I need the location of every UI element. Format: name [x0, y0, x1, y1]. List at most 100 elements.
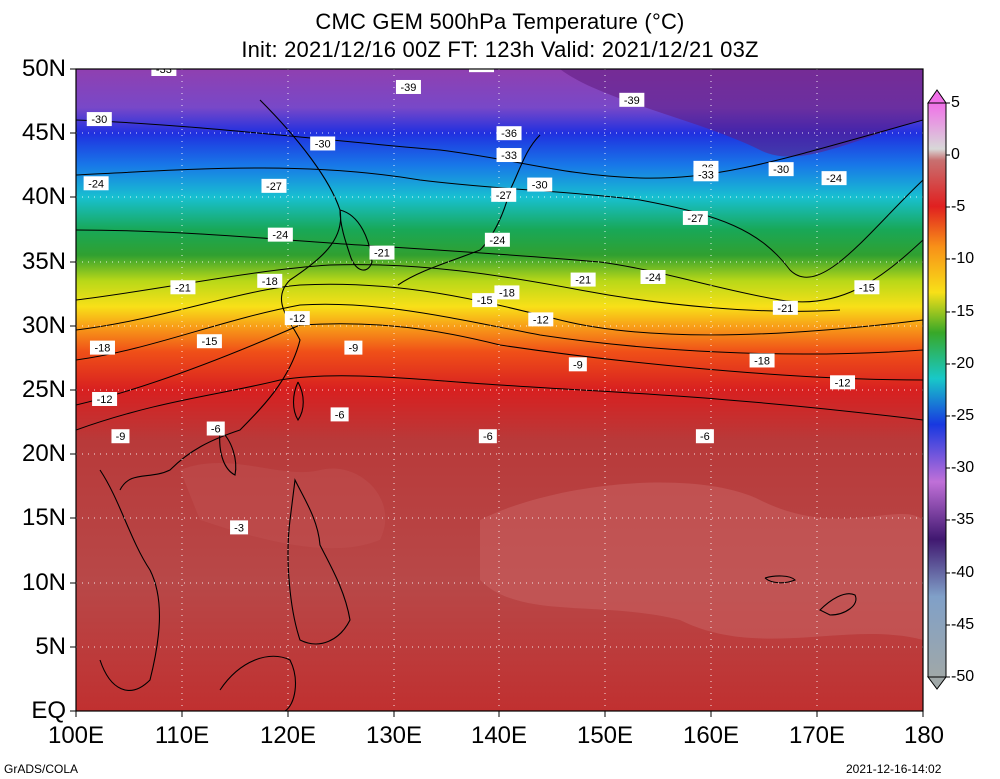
svg-text:-24: -24: [489, 235, 505, 247]
colorbar: [927, 89, 950, 690]
colorbar-label: -15: [951, 303, 975, 320]
lat-label: 15N: [21, 504, 66, 531]
contour-label: -18: [89, 340, 115, 355]
lat-label: 30N: [21, 312, 66, 339]
contour-label: -6: [695, 429, 714, 444]
svg-text:-9: -9: [573, 359, 583, 371]
lat-label: 35N: [21, 248, 66, 275]
contour-label: -21: [170, 280, 196, 295]
svg-text:-18: -18: [754, 355, 770, 367]
colorbar-label: 0: [951, 146, 960, 163]
contour-line: [76, 375, 923, 431]
svg-text:-12: -12: [835, 377, 851, 389]
contour-label: -24: [640, 270, 666, 285]
lon-label: 100E: [47, 722, 105, 749]
svg-text:-6: -6: [483, 431, 493, 443]
footer-credit: GrADS/COLA: [4, 762, 79, 776]
coastline-china: [119, 99, 342, 491]
contour-label: -42: [469, 60, 495, 72]
svg-text:-18: -18: [499, 287, 515, 299]
svg-text:-27: -27: [266, 181, 282, 193]
lon-label: 160E: [682, 722, 740, 749]
lat-label: 20N: [21, 440, 66, 467]
lon-label: 110E: [154, 722, 210, 749]
svg-text:-24: -24: [272, 230, 288, 242]
contour-line: [76, 283, 923, 336]
colorbar-body: [927, 102, 947, 678]
lat-label: 45N: [21, 119, 66, 146]
svg-text:-42: -42: [474, 60, 490, 72]
contour-label: -18: [749, 353, 775, 368]
coastline-japan: [397, 134, 541, 286]
contour-label: -18: [257, 273, 283, 288]
contour-label: -24: [83, 176, 109, 191]
lat-label: 5N: [35, 633, 66, 660]
colorbar-label: -10: [951, 250, 975, 267]
lon-label: 170E: [788, 722, 846, 749]
lat-label: EQ: [31, 697, 66, 724]
svg-text:-15: -15: [201, 336, 217, 348]
contour-label: -21: [369, 245, 395, 260]
svg-text:-18: -18: [95, 343, 111, 355]
contour-label: -27: [491, 187, 517, 202]
lon-label: 140E: [470, 722, 528, 749]
coastline-korea: [339, 209, 373, 271]
contour-label: -6: [330, 407, 349, 422]
contour-line: [76, 119, 923, 179]
contour-label: -39: [619, 92, 645, 107]
coastline-borneo: [219, 655, 296, 711]
contour-label: -15: [472, 293, 498, 308]
lon-label: 120E: [259, 722, 317, 749]
contour-label: -3: [230, 520, 249, 535]
lat-label: 10N: [21, 569, 66, 596]
contour-label: -12: [528, 312, 554, 327]
contour-label: -33: [151, 64, 177, 76]
svg-text:-24: -24: [88, 178, 104, 190]
contour-label: -9: [568, 357, 587, 372]
svg-text:-30: -30: [532, 180, 548, 192]
svg-text:-27: -27: [687, 213, 703, 225]
contour-label: -12: [830, 375, 856, 390]
svg-text:-21: -21: [575, 275, 591, 287]
lat-label: 25N: [21, 376, 66, 403]
coastline-philippines: [287, 478, 351, 645]
colorbar-label: -20: [951, 355, 975, 372]
colorbar-label: -30: [951, 459, 975, 476]
svg-text:-12: -12: [97, 394, 113, 406]
contour-label: -21: [570, 272, 596, 287]
contour-label: -30: [768, 162, 794, 177]
contour-label: -24: [267, 227, 293, 242]
contour-labels: -33-42-39-39-30-36-30-33-36-33-30-24-27-…: [83, 60, 880, 535]
lon-label: 130E: [365, 722, 423, 749]
colorbar-label: 5: [951, 94, 960, 111]
contour-label: -6: [478, 429, 497, 444]
colorbar-label: -35: [951, 511, 975, 528]
coastline-guam: [819, 593, 857, 616]
colorbar-label: -40: [951, 564, 975, 581]
cold-pool: [400, 69, 923, 157]
svg-text:-30: -30: [315, 138, 331, 150]
lon-label: 150E: [576, 722, 634, 749]
svg-text:-6: -6: [700, 431, 710, 443]
svg-text:-33: -33: [156, 64, 172, 76]
svg-text:-21: -21: [777, 303, 793, 315]
contour-label: -33: [496, 148, 522, 163]
contour-label: -18: [494, 285, 520, 300]
coastline-taiwan: [292, 381, 304, 422]
contour-label: -33: [693, 167, 719, 182]
svg-text:-33: -33: [501, 150, 517, 162]
contour-line: [76, 303, 923, 361]
lat-label: 50N: [21, 55, 66, 82]
warm-patch: [480, 482, 923, 640]
colorbar-bottom-arrow: [927, 676, 947, 690]
svg-text:-27: -27: [496, 190, 512, 202]
svg-text:-30: -30: [91, 114, 107, 126]
svg-text:-9: -9: [116, 431, 126, 443]
coastline-hainan: [219, 429, 237, 476]
svg-text:-24: -24: [826, 173, 842, 185]
svg-text:-6: -6: [335, 409, 345, 421]
colorbar-label: -45: [951, 616, 975, 633]
svg-text:-36: -36: [501, 128, 517, 140]
contour-label: -27: [261, 178, 287, 193]
